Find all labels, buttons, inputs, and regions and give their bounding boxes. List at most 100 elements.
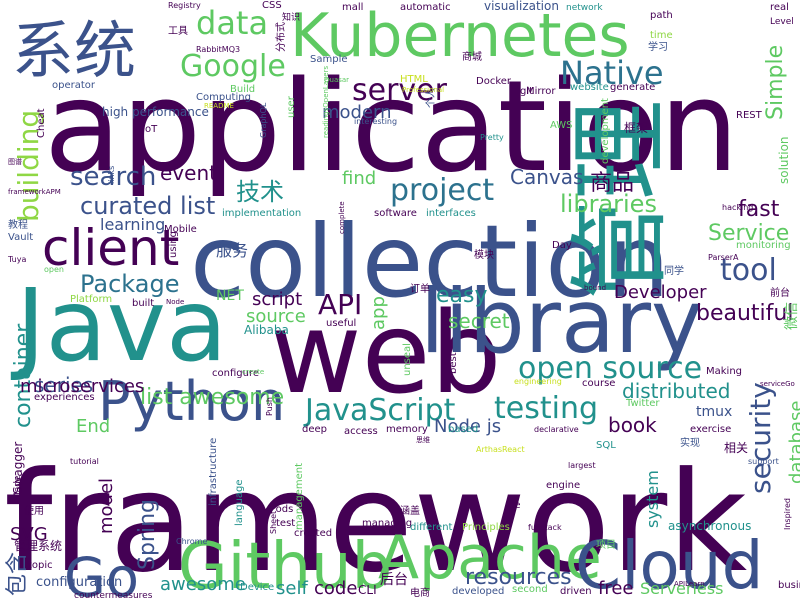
cloud-word: awesome	[160, 574, 246, 595]
cloud-word: based	[448, 424, 478, 435]
cloud-word: HTML	[400, 74, 428, 85]
cloud-word: 商品	[590, 171, 634, 196]
cloud-word: developed	[452, 586, 504, 597]
cloud-word: web	[270, 289, 502, 419]
cloud-word: Java	[10, 267, 227, 384]
cloud-word: Computing	[196, 92, 251, 103]
cloud-word: configuration	[36, 575, 122, 590]
cloud-word: CSS	[262, 0, 282, 11]
cloud-word: management	[294, 463, 305, 530]
cloud-word: countermeasures	[74, 591, 153, 600]
cloud-word: CLI	[358, 583, 377, 597]
cloud-word: Pretty	[480, 133, 504, 142]
cloud-word: created	[294, 528, 332, 539]
cloud-word: API	[318, 288, 362, 321]
cloud-word: real	[770, 2, 789, 13]
cloud-word: find	[342, 168, 376, 189]
cloud-word: driven	[560, 586, 592, 597]
cloud-word: framework	[4, 442, 747, 600]
cloud-word: Serverless	[640, 579, 723, 598]
cloud-word: Making	[706, 366, 742, 377]
cloud-word: open	[44, 265, 64, 274]
cloud-word: user	[286, 95, 297, 118]
cloud-word: libraries	[560, 190, 657, 218]
cloud-word: 知识	[282, 11, 300, 23]
cloud-word: beautiful	[696, 301, 793, 326]
cloud-word: 图谱	[8, 157, 22, 166]
cloud-word: 相关	[724, 441, 748, 455]
cloud-word: SVG	[10, 524, 48, 545]
cloud-word: largest	[568, 461, 596, 470]
cloud-word: Tuya	[7, 255, 26, 264]
cloud-word: event	[160, 161, 217, 185]
cloud-word: 分布式	[274, 22, 287, 52]
cloud-word: language	[234, 479, 245, 526]
cloud-word: Quasar	[324, 76, 349, 84]
cloud-word: list awesome	[140, 385, 284, 410]
cloud-word: Python	[98, 370, 285, 433]
cloud-word: ParserA	[708, 253, 739, 262]
cloud-word: distributed	[622, 379, 731, 403]
cloud-word: path	[650, 10, 673, 21]
cloud-word: 思维	[416, 435, 430, 444]
cloud-word: links	[107, 166, 116, 184]
cloud-word: useful	[326, 318, 356, 329]
cloud-word: Registry	[168, 1, 201, 10]
cloud-word: Chrome	[176, 537, 207, 546]
cloud-word: book	[608, 413, 657, 437]
cloud-word: Pods	[270, 504, 293, 515]
cloud-word: project	[390, 173, 494, 208]
cloud-word: ArthasReact	[476, 445, 525, 454]
cloud-word: tool	[720, 253, 777, 288]
cloud-word: secret	[448, 309, 510, 333]
cloud-word: security	[744, 382, 777, 494]
cloud-word: NET	[216, 288, 244, 304]
cloud-word: declarative	[534, 425, 579, 434]
cloud-word: de	[508, 500, 521, 511]
cloud-word: Kubernetes	[290, 1, 630, 71]
cloud-word: resources	[465, 565, 572, 590]
cloud-word: 模块	[474, 249, 494, 261]
cloud-word: automatic	[400, 2, 451, 13]
cloud-word: configure	[212, 368, 259, 379]
cloud-word: create	[242, 368, 264, 376]
cloud-word: Build	[230, 84, 255, 95]
cloud-word: IoT	[142, 124, 158, 135]
cloud-word: operator	[52, 80, 96, 91]
cloud-word: Vault	[8, 232, 33, 243]
cloud-word: README	[204, 102, 234, 110]
cloud-word: different	[410, 522, 453, 533]
cloud-word: container	[11, 323, 36, 428]
cloud-word: Principles	[462, 522, 510, 533]
cloud-word: data	[196, 4, 268, 42]
cloud-word: memory	[386, 424, 428, 435]
cloud-word: exercise	[690, 424, 731, 435]
cloud-word: Push	[265, 397, 274, 416]
cloud-word: development	[600, 98, 611, 164]
cloud-word: 订单	[410, 283, 430, 295]
cloud-word: 商城	[462, 50, 482, 63]
cloud-word: interesting	[354, 117, 397, 126]
cloud-word: End	[76, 416, 110, 437]
cloud-word: Cloud	[575, 527, 764, 600]
cloud-word: 使用	[24, 504, 44, 517]
cloud-word: 后台	[380, 572, 408, 588]
cloud-word: serviceGo	[760, 380, 795, 388]
cloud-word: interfaces	[426, 208, 476, 219]
cloud-word: 实现	[680, 436, 700, 449]
cloud-word: Mirror	[526, 86, 556, 97]
cloud-word: Simple	[763, 45, 788, 120]
cloud-word: tutorial	[70, 457, 99, 466]
cloud-word: topic	[28, 560, 53, 571]
cloud-word: source	[246, 306, 306, 327]
cloud-word: tmux	[696, 404, 732, 420]
cloud-word: asynchronous	[668, 519, 751, 533]
cloud-word: server	[352, 73, 448, 108]
cloud-word: Inspired	[783, 498, 792, 530]
cloud-word: Package	[80, 270, 179, 298]
cloud-word: 同学	[664, 264, 684, 277]
cloud-word: high performance	[102, 105, 209, 119]
cloud-word: RabbitMQ3	[196, 45, 240, 54]
cloud-word: Google	[180, 49, 286, 84]
cloud-word: testing	[494, 391, 598, 426]
